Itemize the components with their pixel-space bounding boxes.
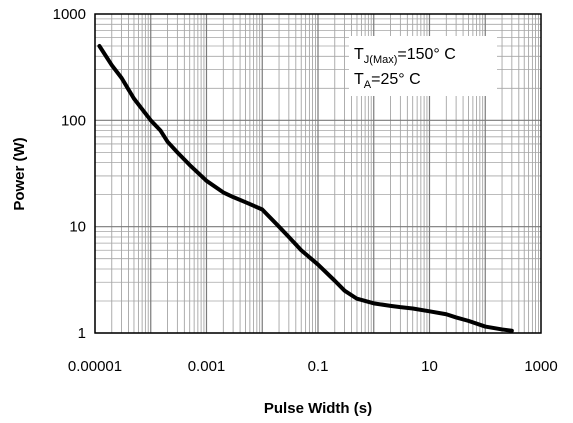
annotation-tj-subscript: J(Max) — [364, 54, 398, 66]
annotation-tj-value: =150° C — [397, 46, 455, 63]
annotation-background — [349, 36, 497, 96]
y-axis-label: Power (W) — [11, 137, 28, 210]
annotation-ta-subscript: A — [364, 79, 372, 91]
x-tick-label: 0.1 — [308, 358, 329, 375]
x-tick-label: 1000 — [524, 358, 557, 375]
series-line-power — [97, 44, 514, 333]
plot-area-frame — [94, 13, 542, 334]
annotation-ta-value: =25° C — [371, 71, 421, 88]
y-axis-tick-labels: 1 10 100 1000 — [53, 6, 86, 342]
x-tick-label: 0.00001 — [68, 358, 122, 375]
annotation-line-junction-temp: TJ(Max)=150° C — [354, 46, 456, 66]
x-tick-label: 10 — [421, 358, 438, 375]
y-tick-label: 10 — [69, 219, 86, 236]
annotation-tj-symbol: T — [354, 46, 364, 63]
annotation-box: TJ(Max)=150° C TA=25° C — [349, 36, 497, 96]
x-axis-label: Pulse Width (s) — [264, 400, 372, 417]
annotation-line-ambient-temp: TA=25° C — [354, 71, 421, 91]
series-layer — [97, 44, 514, 333]
y-tick-label: 1000 — [53, 6, 86, 23]
x-tick-label: 0.001 — [188, 358, 226, 375]
y-tick-label: 1 — [78, 325, 86, 342]
annotation-ta-symbol: T — [354, 71, 364, 88]
x-axis-tick-labels: 0.00001 0.001 0.1 10 1000 — [68, 358, 558, 375]
y-tick-label: 100 — [61, 112, 86, 129]
